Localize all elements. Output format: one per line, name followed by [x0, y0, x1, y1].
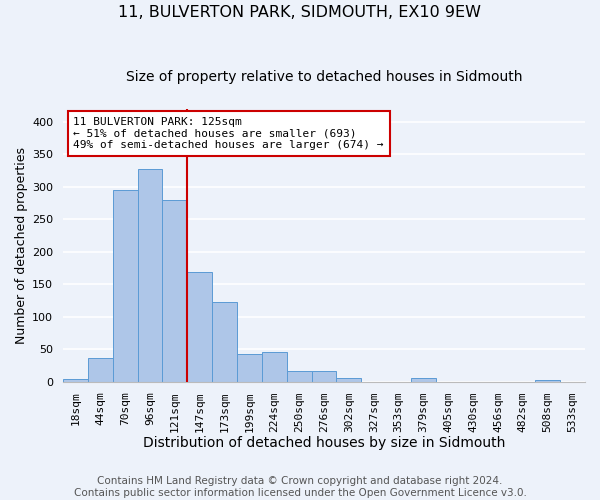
Bar: [287, 371, 311, 382]
Bar: [63, 379, 88, 382]
Bar: [88, 358, 113, 382]
Bar: [212, 302, 237, 382]
Text: Contains HM Land Registry data © Crown copyright and database right 2024.
Contai: Contains HM Land Registry data © Crown c…: [74, 476, 526, 498]
Bar: [237, 354, 262, 382]
Bar: [137, 168, 163, 382]
Bar: [337, 378, 361, 382]
Bar: [163, 200, 187, 382]
Bar: [113, 190, 137, 382]
Bar: [311, 370, 337, 382]
Bar: [262, 352, 287, 382]
Bar: [187, 272, 212, 382]
Y-axis label: Number of detached properties: Number of detached properties: [15, 146, 28, 344]
Text: 11 BULVERTON PARK: 125sqm
← 51% of detached houses are smaller (693)
49% of semi: 11 BULVERTON PARK: 125sqm ← 51% of detac…: [73, 117, 384, 150]
X-axis label: Distribution of detached houses by size in Sidmouth: Distribution of detached houses by size …: [143, 436, 505, 450]
Bar: [535, 380, 560, 382]
Text: 11, BULVERTON PARK, SIDMOUTH, EX10 9EW: 11, BULVERTON PARK, SIDMOUTH, EX10 9EW: [119, 5, 482, 20]
Bar: [411, 378, 436, 382]
Title: Size of property relative to detached houses in Sidmouth: Size of property relative to detached ho…: [126, 70, 522, 84]
